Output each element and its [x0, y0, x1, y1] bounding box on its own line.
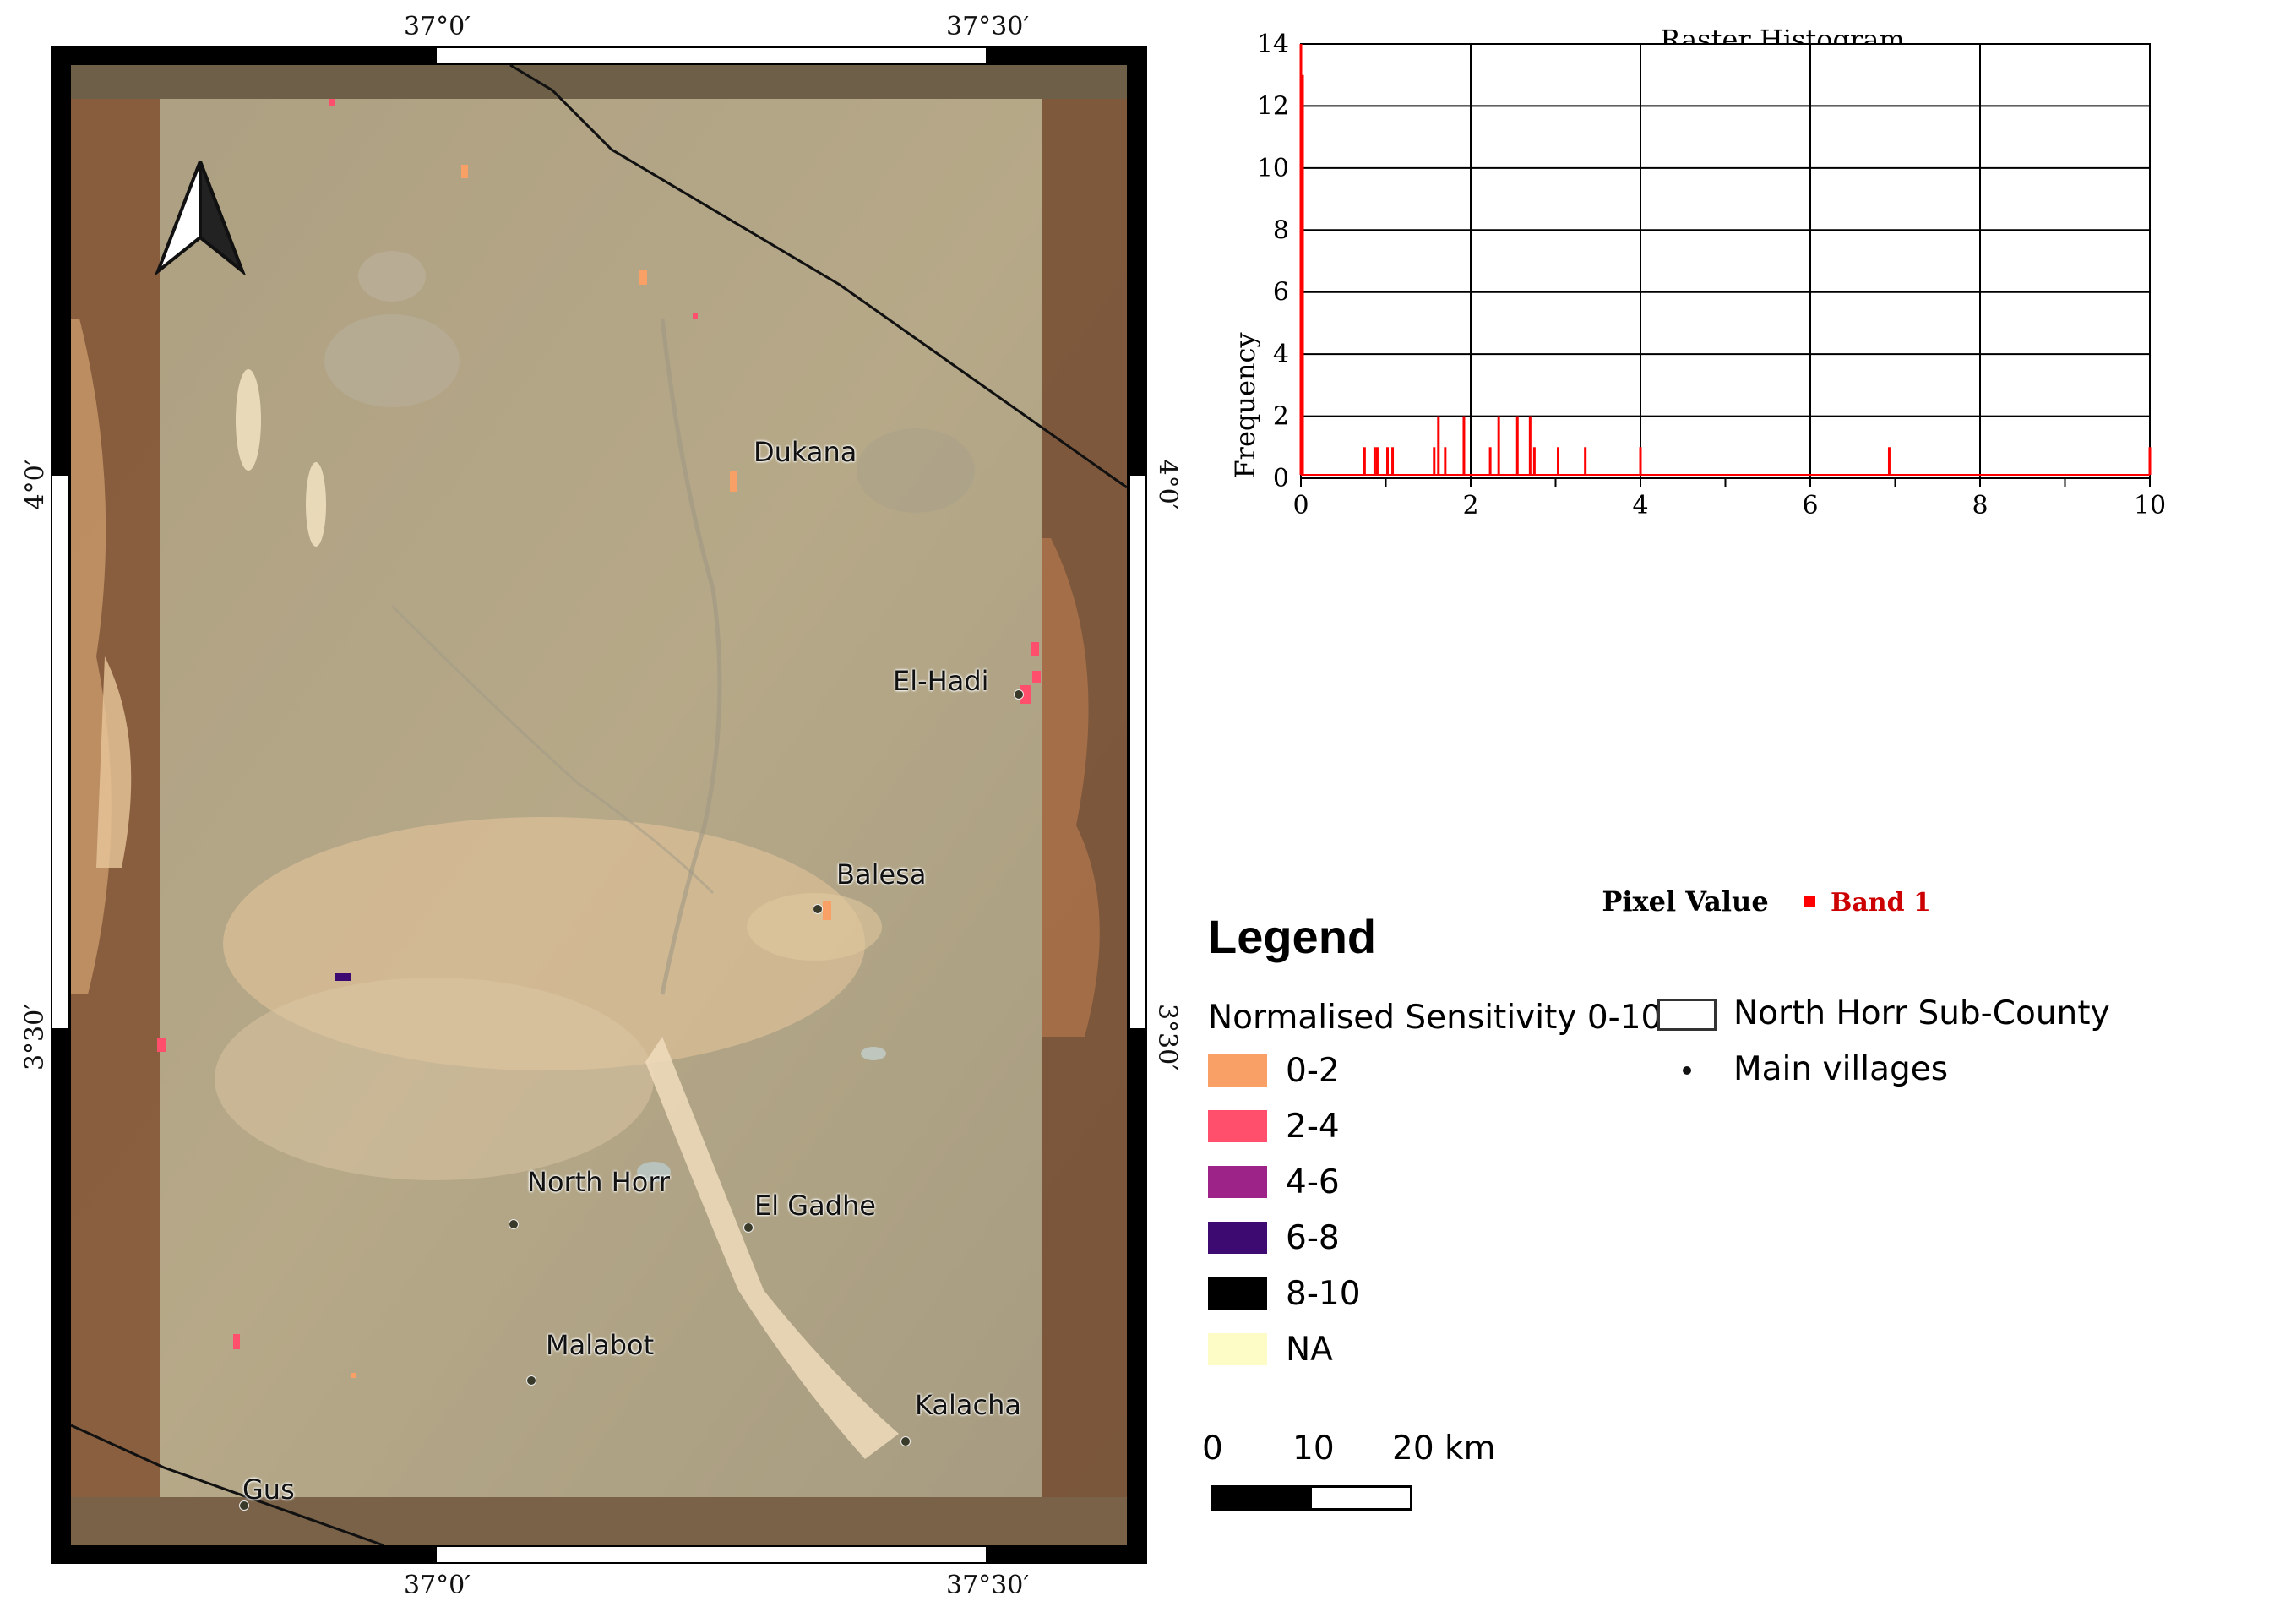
legend-label-4-6: 4-6 [1286, 1163, 1340, 1201]
histogram-plot-area [1300, 43, 2151, 479]
village-dot-el-hadi [1014, 689, 1024, 700]
y-tick-label: 4 [1273, 340, 1289, 369]
legend-label-na: NA [1286, 1331, 1333, 1369]
x-tick-label: 2 [1462, 491, 1478, 520]
coord-bottom-lon-2: 37°30′ [946, 1571, 1030, 1600]
x-tick-label: 0 [1292, 491, 1309, 520]
histogram-bars [1299, 44, 2152, 476]
village-dot-el-gadhe [743, 1223, 754, 1233]
border-bottom-white [437, 1547, 986, 1562]
legend-villages-label: Main villages [1733, 1050, 1949, 1088]
village-label-kalacha: Kalacha [915, 1389, 1022, 1421]
boundary-line-south [71, 1424, 384, 1545]
histogram-y-ticks: 0 2 4 6 8 10 12 14 [1257, 30, 1289, 493]
scale-label-20: 20 km [1392, 1430, 1496, 1468]
legend-label-0-2: 0-2 [1286, 1052, 1340, 1090]
village-dot-balesa [813, 904, 823, 914]
x-tick-label: 8 [1972, 491, 1988, 520]
y-tick-label: 0 [1273, 464, 1289, 493]
village-label-dukana: Dukana [754, 436, 857, 468]
coord-top-lon-1: 37°0′ [404, 12, 471, 41]
legend-label-8-10: 8-10 [1286, 1275, 1361, 1313]
histogram-grid [1300, 43, 2151, 487]
y-tick-label: 12 [1257, 91, 1289, 121]
coord-top-lon-2: 37°30′ [946, 12, 1030, 41]
y-tick-label: 2 [1273, 402, 1289, 432]
coord-bottom-lon-1: 37°0′ [404, 1571, 471, 1600]
legend-swatch-2-4 [1208, 1110, 1267, 1142]
legend-swatch-na [1208, 1333, 1267, 1365]
histogram-xlabel: Pixel Value [1602, 885, 1768, 918]
y-tick-label: 6 [1273, 278, 1289, 308]
village-label-balesa: Balesa [836, 858, 927, 890]
coord-left-lat-2: 3°30′ [20, 1003, 51, 1071]
legend-title: Legend [1208, 910, 1377, 963]
village-dot-kalacha [900, 1436, 911, 1446]
x-tick-label: 4 [1632, 491, 1648, 520]
village-label-el-gadhe: El Gadhe [754, 1190, 876, 1222]
village-dot-malabot [526, 1375, 536, 1386]
legend-label-2-4: 2-4 [1286, 1108, 1340, 1146]
study-area-overlay [160, 99, 1042, 1497]
village-label-malabot: Malabot [546, 1329, 655, 1361]
village-label-el-hadi: El-Hadi [893, 665, 989, 697]
village-dot-north-horr [509, 1219, 519, 1229]
satellite-map[interactable] [71, 65, 1127, 1545]
legend-subcounty-swatch [1657, 999, 1717, 1031]
village-label-north-horr: North Horr [527, 1166, 671, 1198]
x-tick-label: 10 [2134, 491, 2166, 520]
histogram-legend-label: Band 1 [1831, 888, 1931, 918]
scale-label-10: 10 [1292, 1430, 1335, 1468]
x-tick-label: 6 [1802, 491, 1818, 520]
village-label-gus: Gus [242, 1473, 295, 1506]
y-tick-label: 8 [1273, 215, 1289, 245]
border-top-white [437, 48, 986, 63]
border-left-white [52, 476, 68, 1028]
border-right-white [1130, 476, 1145, 1028]
scale-bar [1211, 1485, 1412, 1511]
y-tick-label: 10 [1257, 154, 1289, 183]
histogram-legend-swatch [1804, 896, 1815, 907]
legend-village-dot-icon [1683, 1066, 1691, 1075]
legend-sensitivity-header: Normalised Sensitivity 0-10 [1208, 999, 1662, 1037]
histogram-x-ticks: 0 2 4 6 8 10 [1292, 491, 2166, 520]
boundary-line-north [509, 65, 1127, 489]
legend-label-6-8: 6-8 [1286, 1219, 1340, 1257]
coord-left-lat-1: 4°0′ [20, 459, 51, 510]
y-tick-label: 14 [1257, 30, 1289, 59]
histogram-ylabel: Frequency [1229, 332, 1261, 478]
legend-subcounty-label: North Horr Sub-County [1733, 994, 2110, 1032]
north-arrow-icon [154, 161, 247, 275]
legend-swatch-4-6 [1208, 1166, 1267, 1198]
scale-label-0: 0 [1202, 1430, 1223, 1468]
coord-right-lat-1: 4°0′ [1152, 459, 1183, 510]
village-dot-gus [239, 1500, 249, 1511]
legend-swatch-8-10 [1208, 1277, 1267, 1310]
coord-right-lat-2: 3°30′ [1152, 1003, 1183, 1071]
legend-swatch-0-2 [1208, 1054, 1267, 1087]
legend-swatch-6-8 [1208, 1222, 1267, 1254]
